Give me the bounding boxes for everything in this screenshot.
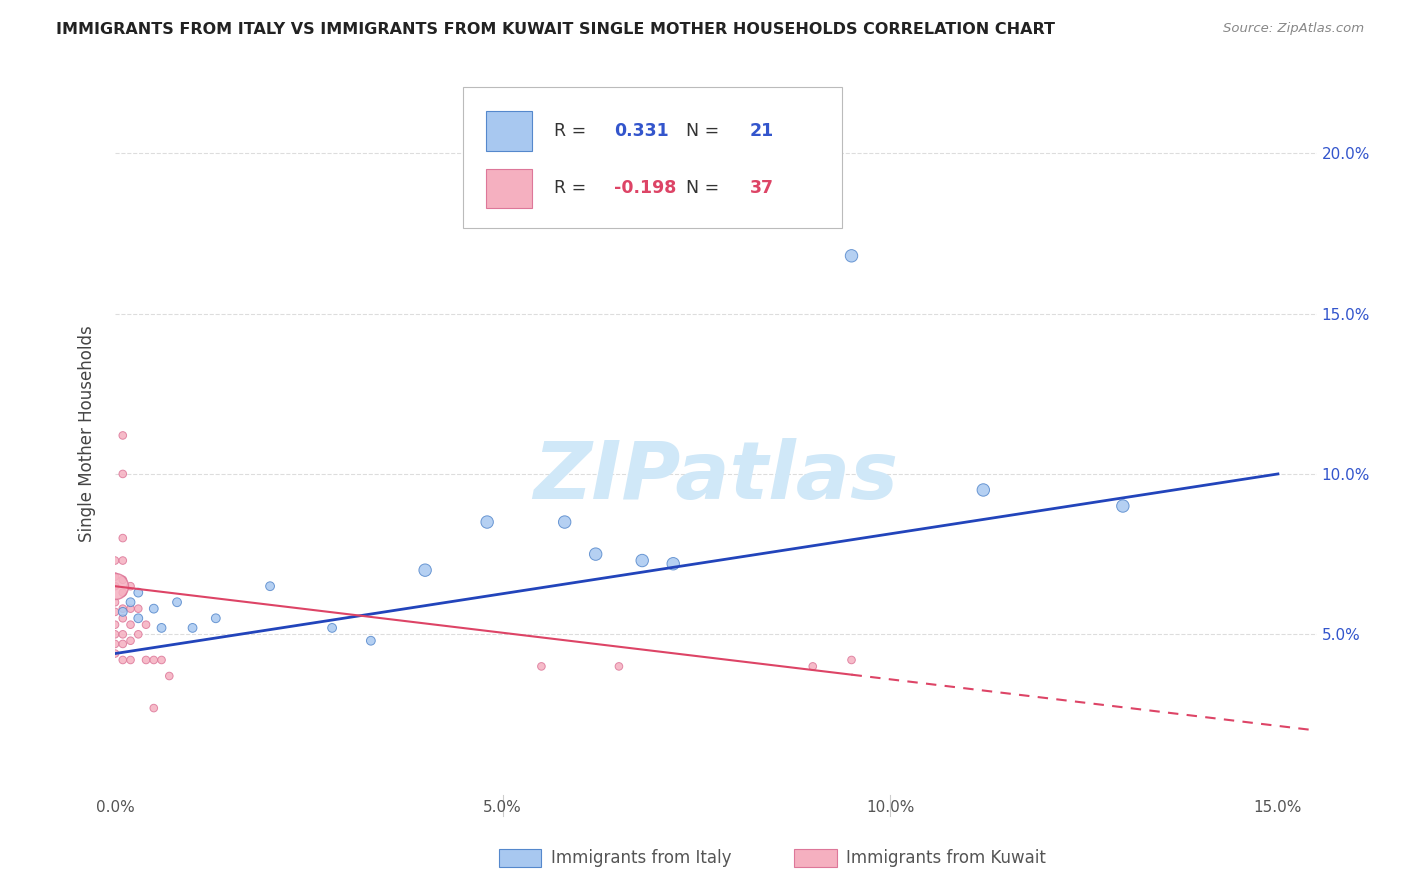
Point — [104, 579, 127, 593]
Point — [104, 647, 127, 661]
Point — [259, 579, 281, 593]
Point — [135, 617, 157, 632]
Point — [157, 669, 180, 683]
Point — [321, 621, 343, 635]
Text: 21: 21 — [749, 121, 773, 140]
Point — [111, 585, 134, 599]
Point — [111, 601, 134, 615]
Point — [150, 621, 173, 635]
Point — [104, 569, 127, 583]
Point — [120, 579, 142, 593]
Point — [111, 627, 134, 641]
Point — [111, 611, 134, 625]
Point — [142, 701, 165, 715]
Point — [111, 573, 134, 587]
Text: Immigrants from Italy: Immigrants from Italy — [551, 849, 731, 867]
Text: N =: N = — [686, 179, 724, 197]
Point — [120, 601, 142, 615]
Point — [111, 467, 134, 481]
Text: R =: R = — [554, 121, 592, 140]
Text: Source: ZipAtlas.com: Source: ZipAtlas.com — [1223, 22, 1364, 36]
Text: 0.331: 0.331 — [613, 121, 668, 140]
Point — [120, 633, 142, 648]
Point — [360, 633, 382, 648]
Point — [142, 601, 165, 615]
Point — [142, 653, 165, 667]
Point — [120, 595, 142, 609]
Point — [127, 627, 149, 641]
Point — [972, 483, 994, 497]
Point — [127, 585, 149, 599]
FancyBboxPatch shape — [486, 111, 531, 151]
FancyBboxPatch shape — [486, 169, 531, 209]
Text: IMMIGRANTS FROM ITALY VS IMMIGRANTS FROM KUWAIT SINGLE MOTHER HOUSEHOLDS CORRELA: IMMIGRANTS FROM ITALY VS IMMIGRANTS FROM… — [56, 22, 1056, 37]
Point — [475, 515, 498, 529]
Point — [801, 659, 824, 673]
Point — [530, 659, 553, 673]
FancyBboxPatch shape — [464, 87, 842, 228]
Point — [104, 553, 127, 567]
Y-axis label: Single Mother Households: Single Mother Households — [79, 326, 96, 542]
Point — [111, 428, 134, 442]
Point — [841, 249, 863, 263]
Point — [413, 563, 436, 577]
Point — [662, 557, 685, 571]
Point — [104, 617, 127, 632]
Point — [1112, 499, 1135, 513]
Point — [166, 595, 188, 609]
Point — [204, 611, 226, 625]
Text: 37: 37 — [749, 179, 773, 197]
Point — [104, 579, 127, 593]
Point — [120, 653, 142, 667]
Text: N =: N = — [686, 121, 724, 140]
Point — [150, 653, 173, 667]
Point — [104, 595, 127, 609]
Point — [554, 515, 576, 529]
Text: ZIPatlas: ZIPatlas — [533, 438, 898, 516]
Point — [127, 611, 149, 625]
Point — [127, 601, 149, 615]
Point — [111, 653, 134, 667]
Point — [607, 659, 630, 673]
Point — [104, 637, 127, 651]
Point — [111, 637, 134, 651]
Point — [585, 547, 607, 561]
Point — [111, 553, 134, 567]
Text: R =: R = — [554, 179, 592, 197]
Point — [104, 605, 127, 619]
Text: -0.198: -0.198 — [613, 179, 676, 197]
Point — [135, 653, 157, 667]
Text: Immigrants from Kuwait: Immigrants from Kuwait — [846, 849, 1046, 867]
Point — [181, 621, 204, 635]
Point — [631, 553, 654, 567]
Point — [120, 617, 142, 632]
Point — [104, 627, 127, 641]
Point — [841, 653, 863, 667]
Point — [111, 605, 134, 619]
Point — [111, 531, 134, 545]
